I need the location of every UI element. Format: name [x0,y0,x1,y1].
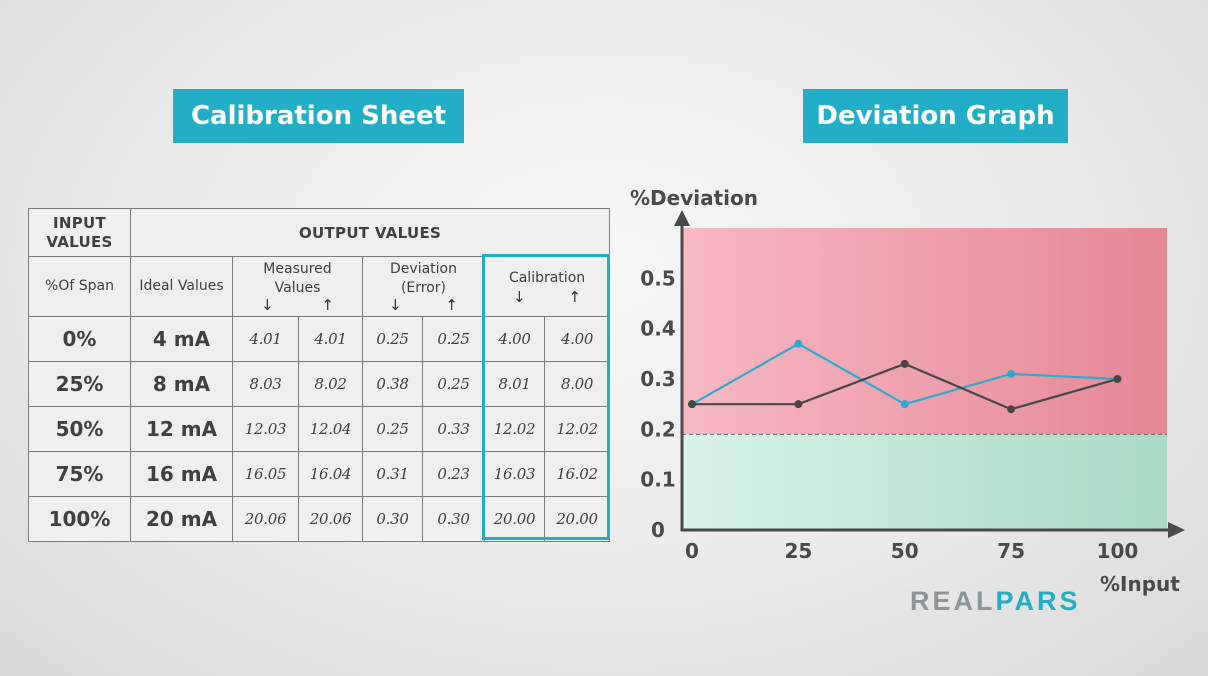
ideal-cell: 8 mA [130,361,233,407]
measured-header-cell: Measured Values ↓ ↑ [232,256,363,317]
y-tick-label: 0.2 [640,417,675,441]
deviation-up-cell: 0.33 [422,406,485,452]
measured-up-cell: 16.04 [298,451,363,497]
arrow-up-icon: ↑ [321,296,334,314]
deviation-header: Deviation (Error) [390,261,457,296]
x-tick-label: 100 [1097,539,1139,563]
arrow-up-icon: ↑ [568,287,582,306]
x-axis-label: %Input [1100,572,1180,596]
calibration-sheet-title: Calibration Sheet [190,101,447,131]
y-tick-label: 0.5 [640,266,675,290]
realpars-logo: REALPARS [910,586,1081,617]
table-row: 0% 4 mA 4.01 4.01 0.25 0.25 4.00 4.00 [28,316,611,362]
data-point [688,400,696,409]
ideal-cell: 12 mA [130,406,233,452]
calibration-up-cell: 16.02 [543,451,611,497]
ideal-header: Ideal Values [130,256,233,317]
deviation-up-cell: 0.30 [422,496,485,542]
calibration-sheet-banner: Calibration Sheet [173,89,464,143]
calibration-up-cell: 4.00 [543,316,611,362]
measured-up-cell: 8.02 [298,361,363,407]
table-row: 50% 12 mA 12.03 12.04 0.25 0.33 12.02 12… [28,406,611,452]
logo-text-real: REAL [910,586,996,616]
logo-text-pars: PARS [995,586,1081,616]
calibration-down-cell: 20.00 [484,496,545,542]
calibration-up-cell: 12.02 [543,406,611,452]
deviation-down-cell: 0.25 [362,406,423,452]
table-row: 25% 8 mA 8.03 8.02 0.38 0.25 8.01 8.00 [28,361,611,407]
y-axis-arrowhead [674,210,690,226]
in-tolerance-zone [682,434,1167,530]
calibration-down-cell: 4.00 [484,316,545,362]
measured-down-cell: 16.05 [232,451,299,497]
data-point [1113,375,1122,383]
deviation-up-cell: 0.23 [422,451,485,497]
x-tick-label: 0 [685,539,699,563]
measured-header: Measured Values [263,261,332,296]
deviation-header-cell: Deviation (Error) ↓ ↑ [362,256,485,317]
measured-down-cell: 12.03 [232,406,299,452]
y-axis-label: %Deviation [630,186,758,210]
table-row: 100% 20 mA 20.06 20.06 0.30 0.30 20.00 2… [28,496,611,542]
measured-up-cell: 12.04 [298,406,363,452]
data-point [794,400,803,409]
data-point [1007,369,1016,378]
x-tick-label: 75 [997,539,1025,563]
deviation-down-cell: 0.30 [362,496,423,542]
data-point [794,339,803,348]
calibration-up-cell: 20.00 [543,496,611,542]
span-cell: 0% [28,316,131,362]
deviation-down-cell: 0.38 [362,361,423,407]
deviation-up-cell: 0.25 [422,361,485,407]
y-tick-label: 0.4 [640,317,675,341]
arrow-up-icon: ↑ [445,296,458,314]
x-axis-arrowhead [1168,522,1185,538]
deviation-graph-banner: Deviation Graph [803,89,1068,143]
table-row: 75% 16 mA 16.05 16.04 0.31 0.23 16.03 16… [28,451,611,497]
deviation-up-cell: 0.25 [422,316,485,362]
calibration-header: Calibration [508,269,586,286]
input-values-header: INPUT VALUES [28,208,131,257]
ideal-cell: 4 mA [130,316,233,362]
arrow-down-icon: ↓ [513,287,526,306]
calibration-down-cell: 12.02 [484,406,545,452]
ideal-cell: 16 mA [130,451,233,497]
calibration-table: INPUT VALUES OUTPUT VALUES %Of Span Idea… [28,208,611,542]
output-values-header: OUTPUT VALUES [129,208,611,257]
arrow-down-icon: ↓ [389,296,402,314]
calibration-down-cell: 16.03 [484,451,545,497]
calibration-down-cell: 8.01 [484,361,545,407]
data-point [1007,405,1016,414]
span-header: %Of Span [28,256,131,317]
arrow-down-icon: ↓ [261,296,274,314]
span-cell: 100% [28,496,131,542]
y-tick-label: 0.1 [640,468,675,492]
ideal-cell: 20 mA [130,496,233,542]
calibration-header-cell: Calibration ↓ ↑ [483,256,611,317]
out-of-tolerance-zone [682,228,1167,435]
y-tick-label: 0.3 [640,367,675,391]
deviation-graph-title: Deviation Graph [816,101,1055,131]
x-tick-label: 50 [891,539,919,563]
deviation-down-cell: 0.25 [362,316,423,362]
measured-up-cell: 4.01 [298,316,363,362]
x-tick-label: 25 [784,539,812,563]
data-point [900,400,909,409]
y-tick-label: 0 [651,518,665,542]
measured-up-cell: 20.06 [298,496,363,542]
data-point [900,359,909,368]
